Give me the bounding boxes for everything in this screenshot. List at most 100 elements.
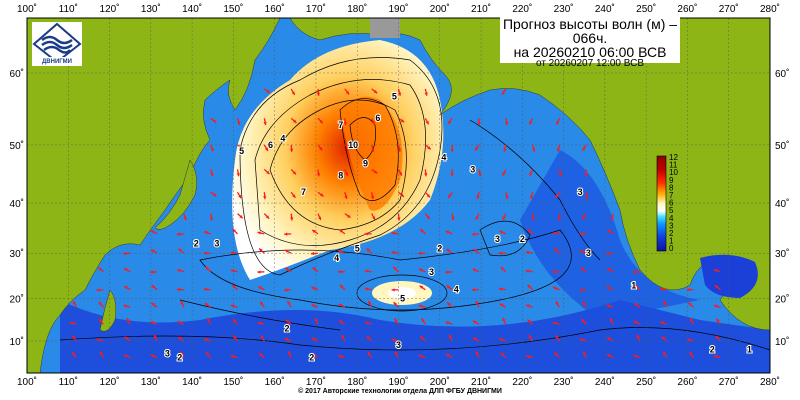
wave-arrow-icon	[237, 213, 244, 219]
forecast-title-box: Прогноз высоты волн (м) – 066ч. на 20260…	[500, 16, 680, 69]
wave-arrow-icon	[99, 351, 104, 358]
wave-arrow-icon	[370, 192, 375, 200]
lon-label-top: 110˚	[59, 3, 78, 15]
wave-arrow-icon	[311, 337, 319, 342]
wave-arrow-icon	[475, 213, 480, 221]
lat-label-left: 50˚	[10, 140, 24, 152]
wave-arrow-icon	[150, 320, 158, 325]
wave-arrow-icon	[504, 118, 509, 126]
lat-label-left: 40˚	[10, 198, 24, 210]
wave-arrow-icon	[263, 118, 267, 126]
wave-arrow-icon	[210, 117, 217, 123]
colorbar-label: 10	[669, 168, 678, 177]
wave-arrow-icon	[231, 284, 238, 291]
wave-arrow-icon	[607, 267, 614, 273]
contour-label: 4	[441, 152, 446, 162]
wave-arrow-icon	[284, 232, 292, 236]
wave-arrow-icon	[339, 284, 346, 291]
wave-arrow-icon	[290, 168, 297, 175]
contour-label: 2	[177, 353, 182, 363]
wave-arrow-icon	[579, 250, 587, 254]
wave-arrow-icon	[123, 267, 131, 273]
wave-arrow-icon	[284, 267, 292, 273]
wave-arrow-icon	[580, 266, 587, 273]
lon-label-top: 160˚	[265, 3, 285, 15]
wave-arrow-icon	[527, 228, 534, 235]
wave-arrow-icon	[713, 304, 721, 308]
wave-arrow-icon	[525, 354, 533, 359]
contour-label: 6	[268, 140, 273, 150]
ocean-low-east	[520, 150, 700, 320]
wave-arrow-icon	[338, 229, 346, 235]
lat-label-left: 10˚	[10, 336, 24, 348]
wave-arrow-icon	[96, 288, 104, 292]
contour-label: 2	[285, 323, 290, 333]
wave-arrow-icon	[289, 144, 294, 152]
wave-arrow-icon	[527, 284, 534, 291]
contour-label: 1	[631, 280, 636, 290]
wave-arrow-icon	[290, 213, 294, 221]
lon-label-bottom: 170˚	[306, 376, 326, 388]
wave-arrow-icon	[499, 303, 507, 308]
logo-emblem-icon: ДВНИГМИ	[32, 22, 82, 65]
wave-arrow-icon	[123, 304, 131, 308]
wave-arrow-icon	[557, 213, 562, 221]
wave-arrow-icon	[581, 213, 587, 220]
wave-arrow-icon	[311, 353, 319, 359]
wave-arrow-icon	[472, 320, 480, 325]
wave-arrow-icon	[531, 213, 536, 221]
wave-arrow-icon	[236, 191, 242, 199]
wave-arrow-icon	[98, 318, 104, 325]
contour-label: 2	[710, 344, 715, 354]
wave-arrow-icon	[97, 266, 104, 273]
wave-arrow-icon	[579, 232, 587, 236]
wave-arrow-icon	[660, 321, 668, 325]
colorbar-label: 8	[669, 183, 674, 192]
wave-arrow-icon	[126, 317, 131, 325]
wave-arrow-icon	[552, 270, 560, 274]
wave-direction-arrows	[69, 88, 721, 359]
colorbar-label: 2	[669, 229, 674, 238]
wave-arrow-icon	[502, 213, 507, 221]
wave-arrow-icon	[210, 144, 214, 152]
wave-arrow-icon	[367, 300, 373, 308]
wave-arrow-icon	[579, 338, 587, 342]
wave-arrow-icon	[633, 302, 641, 308]
wave-arrow-icon	[259, 301, 265, 308]
wave-arrow-icon	[580, 318, 587, 325]
wave-arrow-icon	[584, 192, 589, 200]
wave-arrow-icon	[311, 304, 319, 308]
gulf-of-mexico	[700, 254, 758, 298]
wave-arrow-icon	[418, 268, 426, 273]
wave-arrow-icon	[371, 117, 376, 125]
wave-arrow-icon	[633, 354, 641, 359]
title-line-1: Прогноз высоты волн (м) –	[502, 16, 678, 32]
wave-arrow-icon	[311, 229, 319, 235]
contour-label: 3	[214, 239, 219, 249]
wave-arrow-icon	[552, 286, 560, 291]
wave-arrow-icon	[393, 301, 399, 308]
colorbar-ramp	[656, 155, 667, 252]
wave-arrow-icon	[338, 303, 346, 308]
wave-arrow-icon	[391, 231, 399, 235]
lon-label-bottom: 270˚	[719, 376, 739, 388]
wave-arrow-icon	[364, 269, 372, 273]
lon-label-top: 250˚	[636, 3, 656, 15]
wave-arrow-icon	[445, 353, 453, 359]
colorbar-label: 12	[669, 153, 678, 162]
wave-arrow-icon	[446, 248, 453, 254]
wave-arrow-icon	[341, 334, 346, 342]
lon-label-bottom: 120˚	[100, 376, 120, 388]
wave-arrow-icon	[527, 319, 534, 325]
contour-label: 2	[194, 239, 199, 249]
wave-arrow-icon	[391, 338, 399, 342]
wave-arrow-icon	[445, 270, 453, 274]
wave-arrow-icon	[263, 144, 269, 152]
wave-arrow-icon	[344, 169, 349, 177]
title-valid-time: на 20260210 06:00 ВСВ	[513, 44, 667, 60]
wave-arrow-icon	[555, 117, 561, 125]
lon-label-top: 220˚	[512, 3, 532, 15]
wave-arrow-icon	[203, 287, 211, 292]
wave-arrow-icon	[662, 351, 668, 358]
